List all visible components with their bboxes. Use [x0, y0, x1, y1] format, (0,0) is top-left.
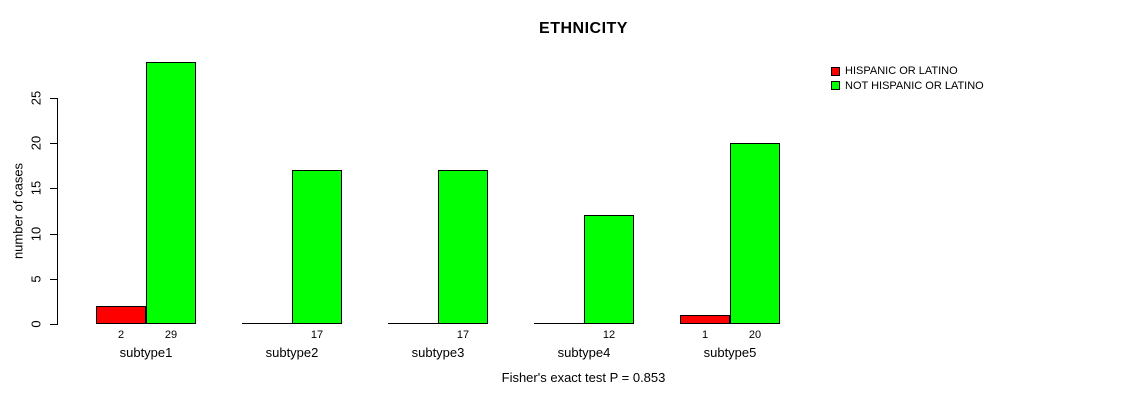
chart-title: ETHNICITY	[539, 20, 628, 37]
bar-zero-line	[242, 323, 292, 324]
legend-swatch	[831, 66, 840, 76]
x-category-label: subtype4	[557, 345, 611, 360]
bar-value-label: 29	[164, 329, 178, 341]
bar-not-hispanic-or-latino	[438, 170, 488, 324]
bar-not-hispanic-or-latino	[730, 143, 780, 324]
x-category-label: subtype1	[119, 345, 173, 360]
bar-not-hispanic-or-latino	[292, 170, 342, 324]
y-tick	[50, 279, 57, 280]
bar-value-label: 17	[456, 329, 470, 341]
stat-annotation: Fisher's exact test P = 0.853	[501, 370, 666, 385]
bar-not-hispanic-or-latino	[584, 215, 634, 324]
bar-value-label: 12	[602, 329, 616, 341]
y-tick	[50, 324, 57, 325]
bar-value-label: 1	[701, 329, 709, 341]
bar-hispanic-or-latino	[680, 315, 730, 324]
x-category-label: subtype5	[703, 345, 757, 360]
bar-hispanic-or-latino	[96, 306, 146, 324]
y-tick	[50, 188, 57, 189]
legend-swatch	[831, 81, 840, 90]
x-category-label: subtype3	[411, 345, 465, 360]
legend-label: NOT HISPANIC OR LATINO	[845, 79, 984, 92]
y-tick	[50, 98, 57, 99]
bar-not-hispanic-or-latino	[146, 62, 196, 324]
bar-value-label: 20	[748, 329, 762, 341]
bar-zero-line	[388, 323, 438, 324]
y-tick	[50, 143, 57, 144]
x-category-label: subtype2	[265, 345, 319, 360]
legend-label: HISPANIC OR LATINO	[845, 65, 958, 77]
bar-value-label: 17	[310, 329, 324, 341]
y-tick	[50, 234, 57, 235]
y-axis-line	[57, 98, 58, 325]
bar-value-label: 2	[117, 329, 125, 341]
bar-zero-line	[534, 323, 584, 324]
